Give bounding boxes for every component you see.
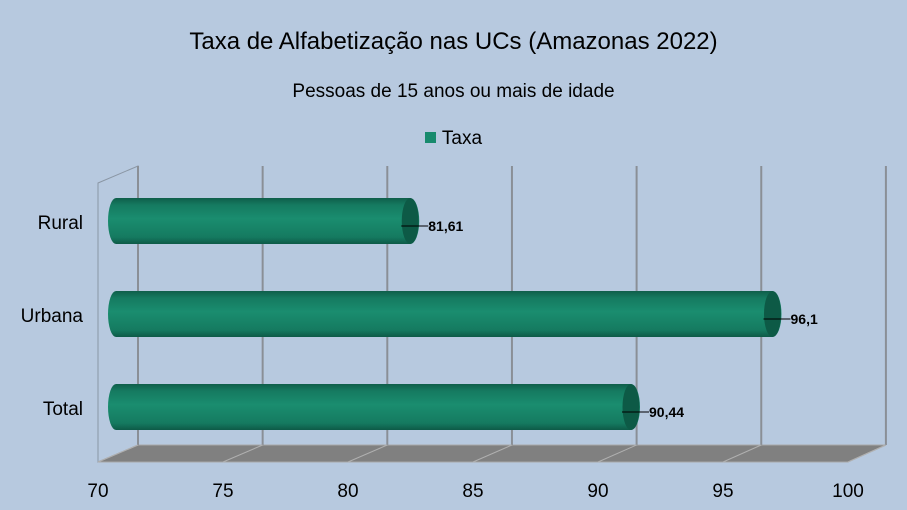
bar (108, 384, 640, 430)
bar (108, 291, 782, 337)
x-tick-label: 75 (212, 481, 233, 502)
x-tick-label: 85 (462, 481, 483, 502)
y-tick-label: Total (43, 399, 83, 420)
chart-subtitle: Pessoas de 15 anos ou mais de idade (292, 81, 615, 102)
data-label: 81,61 (428, 218, 463, 234)
floor-gridline (597, 444, 637, 463)
bar (108, 198, 420, 244)
bar-cap (764, 291, 781, 337)
floor-gridline (222, 444, 263, 463)
bar-cap (401, 198, 419, 244)
x-tick-label: 70 (87, 481, 108, 502)
x-tick-label: 90 (587, 481, 608, 502)
legend-swatch (424, 132, 436, 143)
y-tick-label: Urbana (21, 306, 84, 327)
legend: Taxa (0, 128, 907, 150)
floor-gridline (97, 444, 139, 463)
data-label: 96,1 (791, 311, 818, 327)
x-tick-label: 95 (712, 481, 733, 502)
legend-label: Taxa (441, 128, 483, 149)
bar-cap (622, 384, 640, 430)
floor-gridline (847, 444, 887, 463)
chart-title: Taxa de Alfabetização nas UCs (Amazonas … (189, 28, 718, 55)
data-label: 90,44 (649, 404, 684, 420)
x-tick-label: 80 (337, 481, 358, 502)
y-tick-label: Rural (38, 213, 83, 234)
floor-gridline (347, 444, 388, 463)
floor-gridline (472, 444, 513, 463)
x-tick-label: 100 (832, 481, 864, 502)
floor-gridline (722, 444, 762, 463)
